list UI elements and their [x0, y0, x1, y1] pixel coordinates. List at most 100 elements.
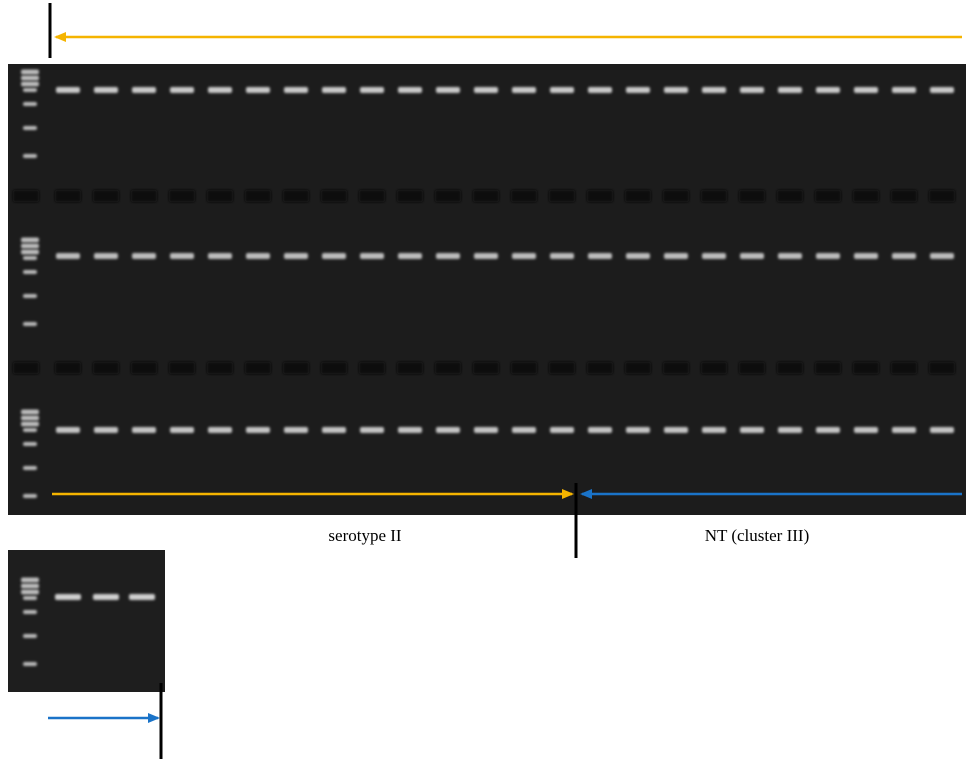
band — [246, 427, 270, 433]
well — [13, 190, 39, 202]
band — [94, 253, 118, 259]
ladder-band — [21, 238, 39, 243]
well — [473, 190, 499, 202]
ladder-band — [23, 322, 37, 326]
ladder-band — [23, 154, 37, 158]
band — [702, 87, 726, 93]
well — [435, 362, 461, 374]
ladder-band — [21, 244, 39, 249]
gel-main — [8, 64, 966, 515]
ladder-band — [23, 256, 37, 260]
band — [816, 87, 840, 93]
band — [129, 594, 155, 600]
band — [284, 253, 308, 259]
band — [854, 427, 878, 433]
gel-figure: serotype II NT (cluster III) — [0, 0, 968, 759]
band — [132, 253, 156, 259]
well — [701, 190, 727, 202]
well — [245, 362, 271, 374]
well — [625, 190, 651, 202]
well — [207, 190, 233, 202]
band — [246, 253, 270, 259]
band — [816, 253, 840, 259]
ladder-band — [23, 442, 37, 446]
well — [891, 362, 917, 374]
well — [207, 362, 233, 374]
well — [777, 362, 803, 374]
well — [739, 190, 765, 202]
band — [512, 87, 536, 93]
band — [208, 87, 232, 93]
band — [854, 87, 878, 93]
ladder-band — [23, 662, 37, 666]
band — [436, 87, 460, 93]
well — [169, 362, 195, 374]
band — [778, 253, 802, 259]
well — [929, 362, 955, 374]
well — [359, 190, 385, 202]
band — [284, 87, 308, 93]
band — [664, 253, 688, 259]
band — [588, 87, 612, 93]
band — [892, 427, 916, 433]
band — [93, 594, 119, 600]
well — [815, 190, 841, 202]
ladder-band — [23, 294, 37, 298]
well — [663, 362, 689, 374]
ladder-band — [23, 428, 37, 432]
band — [740, 87, 764, 93]
well — [815, 362, 841, 374]
ladder-band — [23, 596, 37, 600]
band — [854, 253, 878, 259]
band — [892, 253, 916, 259]
band — [94, 87, 118, 93]
band — [512, 253, 536, 259]
ladder-band — [23, 610, 37, 614]
band — [664, 87, 688, 93]
ladder-band — [23, 88, 37, 92]
well — [549, 190, 575, 202]
band — [322, 253, 346, 259]
band — [778, 427, 802, 433]
band — [664, 427, 688, 433]
band — [94, 427, 118, 433]
band — [626, 427, 650, 433]
well — [625, 362, 651, 374]
band — [550, 253, 574, 259]
band — [626, 253, 650, 259]
band — [56, 253, 80, 259]
band — [930, 253, 954, 259]
band — [626, 87, 650, 93]
ladder-band — [21, 410, 39, 415]
band — [208, 427, 232, 433]
band — [56, 87, 80, 93]
well — [549, 362, 575, 374]
ladder-band — [21, 422, 39, 427]
band — [474, 427, 498, 433]
ladder-band — [21, 250, 39, 255]
band — [816, 427, 840, 433]
band — [322, 87, 346, 93]
band — [360, 427, 384, 433]
band — [436, 253, 460, 259]
ladder-band — [23, 634, 37, 638]
well — [245, 190, 271, 202]
well — [397, 362, 423, 374]
well — [55, 362, 81, 374]
band — [398, 253, 422, 259]
band — [702, 253, 726, 259]
well — [511, 190, 537, 202]
band — [474, 87, 498, 93]
band — [398, 87, 422, 93]
well — [473, 362, 499, 374]
band — [436, 427, 460, 433]
well — [283, 190, 309, 202]
band — [170, 253, 194, 259]
band — [588, 427, 612, 433]
ladder-band — [23, 466, 37, 470]
well — [739, 362, 765, 374]
band — [170, 87, 194, 93]
ladder-band — [21, 584, 39, 589]
band — [56, 427, 80, 433]
band — [398, 427, 422, 433]
